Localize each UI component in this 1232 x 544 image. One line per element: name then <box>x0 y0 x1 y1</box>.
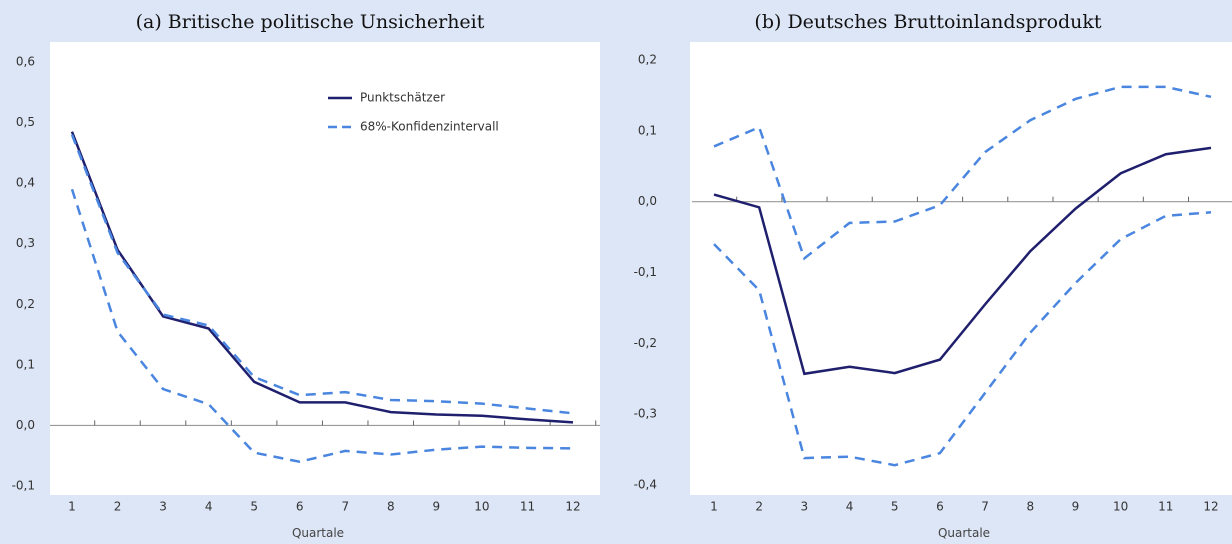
x-tick-label: 3 <box>159 500 167 514</box>
x-tick-label: 1 <box>68 500 76 514</box>
y-tick-label: 0,0 <box>16 418 35 432</box>
legend-label: Punktschätzer <box>360 91 445 105</box>
x-tick-label: 10 <box>1113 500 1128 514</box>
x-tick-label: 1 <box>710 500 718 514</box>
x-tick-label: 12 <box>1203 500 1218 514</box>
y-tick-label: 0,2 <box>16 297 35 311</box>
chart-title: (a) Britische politische Unsicherheit <box>136 11 485 33</box>
y-tick-label: 0,1 <box>16 357 35 371</box>
x-tick-label: 11 <box>1158 500 1173 514</box>
x-tick-label: 9 <box>433 500 441 514</box>
y-tick-label: -0,4 <box>634 478 657 492</box>
x-axis-label: Quartale <box>938 526 990 540</box>
band-lower <box>713 211 1212 467</box>
x-tick-label: 7 <box>981 500 989 514</box>
band-upper <box>70 134 574 415</box>
y-tick-label: -0,1 <box>12 479 35 493</box>
plot-area <box>50 42 600 495</box>
x-tick-label: 3 <box>801 500 809 514</box>
x-tick-label: 4 <box>205 500 213 514</box>
y-tick-label: 0,2 <box>638 53 657 67</box>
x-tick-label: 8 <box>387 500 395 514</box>
x-tick-label: 6 <box>296 500 304 514</box>
x-tick-label: 2 <box>114 500 122 514</box>
x-tick-label: 12 <box>565 500 580 514</box>
y-tick-label: 0,4 <box>16 176 35 190</box>
x-tick-label: 5 <box>891 500 899 514</box>
line <box>713 146 1212 376</box>
y-tick-label: -0,1 <box>634 265 657 279</box>
band-upper <box>713 85 1212 261</box>
x-tick-label: 9 <box>1072 500 1080 514</box>
x-tick-label: 11 <box>520 500 535 514</box>
y-tick-label: 0,0 <box>638 194 657 208</box>
y-tick-label: 0,5 <box>16 115 35 129</box>
x-tick-label: 5 <box>250 500 258 514</box>
x-axis-label: Quartale <box>292 526 344 540</box>
x-tick-label: 7 <box>341 500 349 514</box>
legend-label: 68%-Konfidenzintervall <box>360 120 499 134</box>
y-tick-label: -0,3 <box>634 407 657 421</box>
chart-title: (b) Deutsches Bruttoinlandsprodukt <box>754 11 1101 33</box>
y-tick-label: 0,1 <box>638 123 657 137</box>
plot-area <box>690 42 1232 495</box>
x-tick-label: 2 <box>755 500 763 514</box>
band-lower <box>70 188 574 464</box>
y-tick-label: 0,6 <box>16 55 35 69</box>
y-tick-label: 0,3 <box>16 236 35 250</box>
x-tick-label: 6 <box>936 500 944 514</box>
x-tick-label: 8 <box>1026 500 1034 514</box>
x-tick-label: 4 <box>846 500 854 514</box>
y-tick-label: -0,2 <box>634 336 657 350</box>
x-tick-label: 10 <box>474 500 489 514</box>
